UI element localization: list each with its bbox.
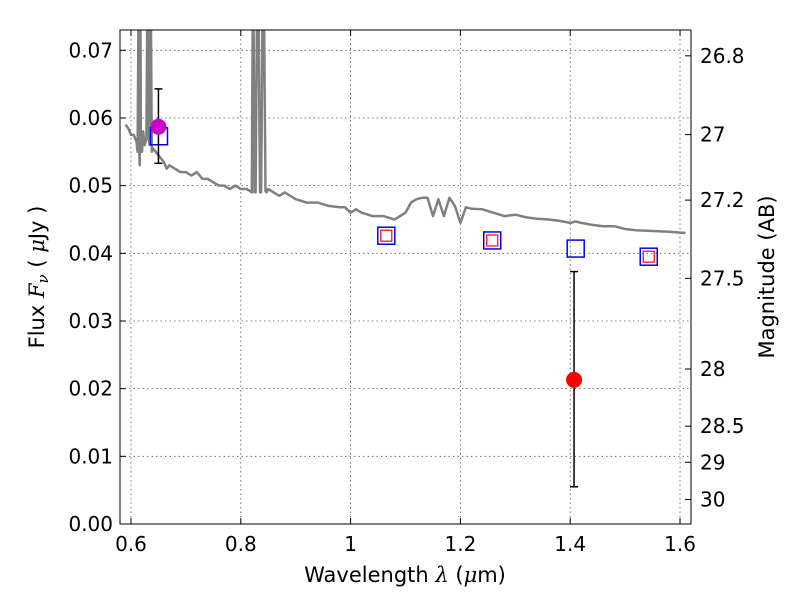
y-tick-label: 0.02 <box>68 377 113 401</box>
x-tick-label: 0.8 <box>225 532 257 556</box>
observed-detection-point <box>150 118 167 135</box>
y2-axis-title: Magnitude (AB) <box>755 195 779 358</box>
x-tick-label: 1 <box>344 532 357 556</box>
model-band-inner-square <box>642 250 655 263</box>
y-tick-label: 0.07 <box>68 38 113 62</box>
error-bars <box>150 88 583 488</box>
model-band-square <box>566 239 585 258</box>
y-axis-title: Flux Fν ( μJy ) <box>25 206 52 349</box>
y2-tick-label: 27.2 <box>700 188 745 212</box>
y2-tick-label: 29 <box>700 450 725 474</box>
y-tick-label: 0.00 <box>68 512 113 536</box>
model-band-inner-square <box>380 229 393 242</box>
y2-tick-label: 30 <box>700 487 725 511</box>
x-tick-label: 1.4 <box>554 532 586 556</box>
y-tick-label: 0.03 <box>68 309 113 333</box>
y2-tick-label: 27 <box>700 123 725 147</box>
y-tick-label: 0.01 <box>68 444 113 468</box>
observed-faint-point <box>566 371 583 388</box>
y-tick-label: 0.06 <box>68 106 113 130</box>
y-tick-label: 0.04 <box>68 241 113 265</box>
plot-frame <box>119 29 692 525</box>
y2-tick-label: 27.5 <box>700 266 745 290</box>
plot-area <box>124 30 686 266</box>
x-tick-label: 0.6 <box>115 532 147 556</box>
model-spectrum-line <box>124 30 686 235</box>
x-tick-label: 1.2 <box>444 532 476 556</box>
x-tick-label: 1.6 <box>664 532 696 556</box>
y2-tick-label: 26.8 <box>700 44 745 68</box>
axis-ticks: 0.6 0.8 1 1.2 1.4 1.6 0.00 0.01 0.02 0.03 0.04 0.05… <box>68 30 745 556</box>
x-axis-title: Wavelength λ (μm) <box>304 563 506 587</box>
model-band-square <box>482 231 502 250</box>
y2-tick-label: 28 <box>700 357 725 381</box>
model-band-inner-square <box>486 234 499 247</box>
model-band-square <box>377 226 396 245</box>
y-tick-label: 0.05 <box>68 174 113 198</box>
model-band-square <box>639 247 658 266</box>
y2-tick-label: 28.5 <box>700 414 745 438</box>
